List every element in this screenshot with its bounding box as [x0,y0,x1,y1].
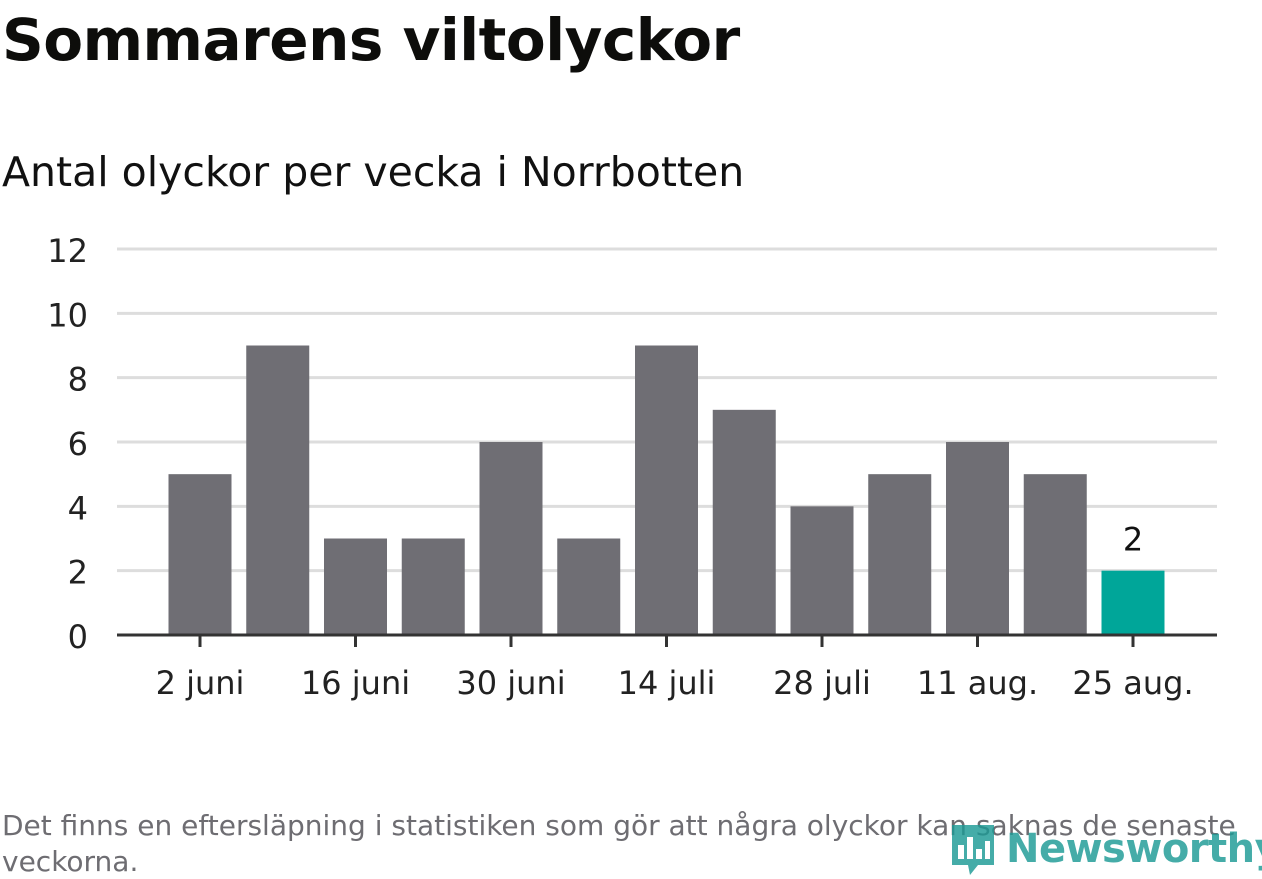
x-tick-label: 16 juni [301,664,410,702]
bar-chart: 0 2 4 6 8 10 12 2 juni 16 juni 30 juni 14 juli 28 … [47,232,1217,702]
x-axis [117,633,1217,647]
x-axis-tick-labels: 2 juni 16 juni 30 juni 14 juli 28 juli 11 aug… [156,664,1194,702]
bar [246,345,310,635]
logo-text: Newsworthy [1006,826,1262,872]
chart-title: Sommarens viltolyckor [2,6,740,74]
y-tick-label: 2 [68,554,88,592]
y-tick-label: 10 [47,296,88,334]
data-labels: 2 [1123,521,1143,559]
chart-subtitle: Antal olyckor per vecka i Norrbotten [2,148,745,196]
x-tick-label: 2 juni [156,664,245,702]
y-tick-label: 0 [68,618,88,656]
y-tick-label: 6 [68,425,88,463]
x-tick-label: 11 aug. [917,664,1038,702]
y-axis-tick-labels: 0 2 4 6 8 10 12 [47,232,88,656]
x-tick-label: 14 juli [618,664,716,702]
newsworthy-chart-icon [952,825,994,875]
bars [168,345,1165,635]
x-tick-label: 30 juni [456,664,565,702]
bar [479,442,543,635]
bar [946,442,1009,635]
y-tick-label: 4 [68,489,88,527]
bar [324,538,387,635]
bar [401,538,465,635]
footnote: Det finns en eftersläpning i statistiken… [2,809,1236,878]
bar [168,474,232,635]
bar [557,538,621,635]
newsworthy-logo: Newsworthy [948,818,1262,879]
x-tick-label: 28 juli [773,664,871,702]
bar [1023,474,1087,635]
data-label: 2 [1123,521,1143,559]
bar [790,506,854,635]
y-tick-label: 8 [68,361,88,399]
x-tick-label: 25 aug. [1072,664,1193,702]
bar [868,474,932,635]
bar [712,409,776,635]
bar-highlight [1101,570,1165,635]
y-tick-label: 12 [47,232,88,270]
bar [635,345,698,635]
